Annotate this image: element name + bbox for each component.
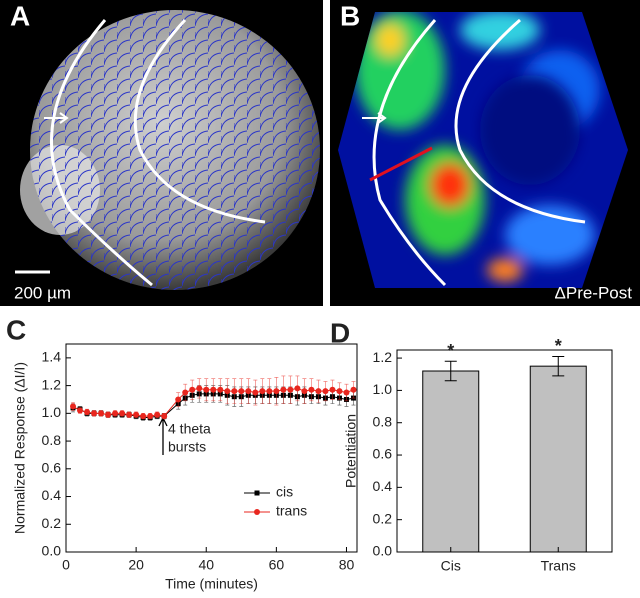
point	[196, 385, 203, 392]
map-label: ΔPre-Post	[555, 283, 633, 302]
point	[224, 388, 231, 395]
y-axis-label: Potentiation	[343, 414, 359, 488]
series-line	[72, 393, 354, 418]
point	[91, 410, 98, 417]
panel-label: A	[10, 0, 30, 31]
point	[350, 386, 357, 393]
annotation: 4 theta	[168, 421, 211, 437]
point	[161, 413, 168, 420]
point	[210, 386, 217, 393]
point	[203, 386, 210, 393]
x-tick-label: Cis	[441, 558, 461, 574]
y-tick-label: 0.2	[373, 510, 393, 526]
x-tick-label: Trans	[541, 558, 576, 574]
y-tick-label: 0.4	[42, 487, 62, 503]
point	[329, 386, 336, 393]
legend-marker	[254, 509, 260, 515]
point	[259, 388, 266, 395]
annotation-arrow	[158, 416, 168, 455]
y-tick-label: 1.2	[42, 376, 62, 392]
point	[294, 385, 301, 392]
panel-label: D	[330, 317, 350, 348]
x-tick-label: 0	[62, 557, 70, 573]
panel-label: C	[6, 314, 26, 345]
point	[133, 411, 140, 418]
scale-bar-label: 200 µm	[14, 283, 71, 302]
point	[343, 389, 350, 396]
point	[112, 410, 119, 417]
bar	[422, 370, 480, 553]
x-tick-label: 40	[198, 557, 214, 573]
image-a: 200 µm A	[0, 0, 323, 306]
point	[98, 410, 105, 417]
y-tick-label: 0.6	[42, 460, 62, 476]
annotation: *	[555, 336, 562, 356]
x-tick-label: 20	[128, 557, 144, 573]
point	[315, 388, 322, 395]
point	[77, 407, 84, 414]
point	[147, 413, 154, 420]
y-tick-label: 0.8	[42, 432, 62, 448]
series-line	[72, 387, 354, 417]
y-axis-label: Normalized Response (ΔI/I)	[12, 362, 28, 534]
y-tick-label: 1.2	[373, 349, 393, 365]
point	[252, 389, 259, 396]
point	[84, 408, 91, 415]
y-tick-label: 0.6	[373, 446, 393, 462]
panel-label: B	[340, 0, 360, 31]
point	[217, 386, 224, 393]
x-axis-label: Time (minutes)	[165, 576, 258, 592]
point	[119, 410, 126, 417]
legend-marker	[254, 490, 260, 496]
legend-label: trans	[276, 503, 307, 519]
y-tick-label: 1.4	[42, 349, 62, 365]
point	[238, 388, 245, 395]
legend-label: cis	[276, 484, 293, 500]
y-tick-label: 1.0	[42, 404, 62, 420]
y-tick-label: 0.0	[373, 543, 393, 559]
y-tick-label: 0.4	[373, 478, 393, 494]
error-bar	[552, 355, 565, 377]
point	[266, 388, 273, 395]
point	[154, 411, 161, 418]
y-tick-label: 1.0	[373, 381, 393, 397]
annotation: bursts	[168, 439, 206, 455]
point	[140, 413, 147, 420]
point	[287, 386, 294, 393]
point	[336, 388, 343, 395]
point	[301, 388, 308, 395]
x-tick-label: 60	[269, 557, 285, 573]
annotation: *	[447, 341, 454, 361]
point	[280, 386, 287, 393]
plot-frame	[396, 349, 613, 553]
point	[70, 403, 77, 410]
point	[189, 386, 196, 393]
point	[231, 388, 238, 395]
point	[308, 386, 315, 393]
point	[105, 411, 112, 418]
image-b: ΔPre-Post B	[330, 0, 640, 306]
bar	[529, 365, 587, 553]
point	[126, 411, 133, 418]
plot-frame	[65, 343, 358, 553]
point	[273, 388, 280, 395]
y-tick-label: 0.8	[373, 413, 393, 429]
point	[175, 396, 182, 403]
x-tick-label: 80	[339, 557, 355, 573]
y-tick-label: 0.2	[42, 515, 62, 531]
point	[322, 388, 329, 395]
point	[245, 388, 252, 395]
point	[182, 389, 189, 396]
error-bar	[444, 360, 457, 382]
y-tick-label: 0.0	[42, 543, 62, 559]
